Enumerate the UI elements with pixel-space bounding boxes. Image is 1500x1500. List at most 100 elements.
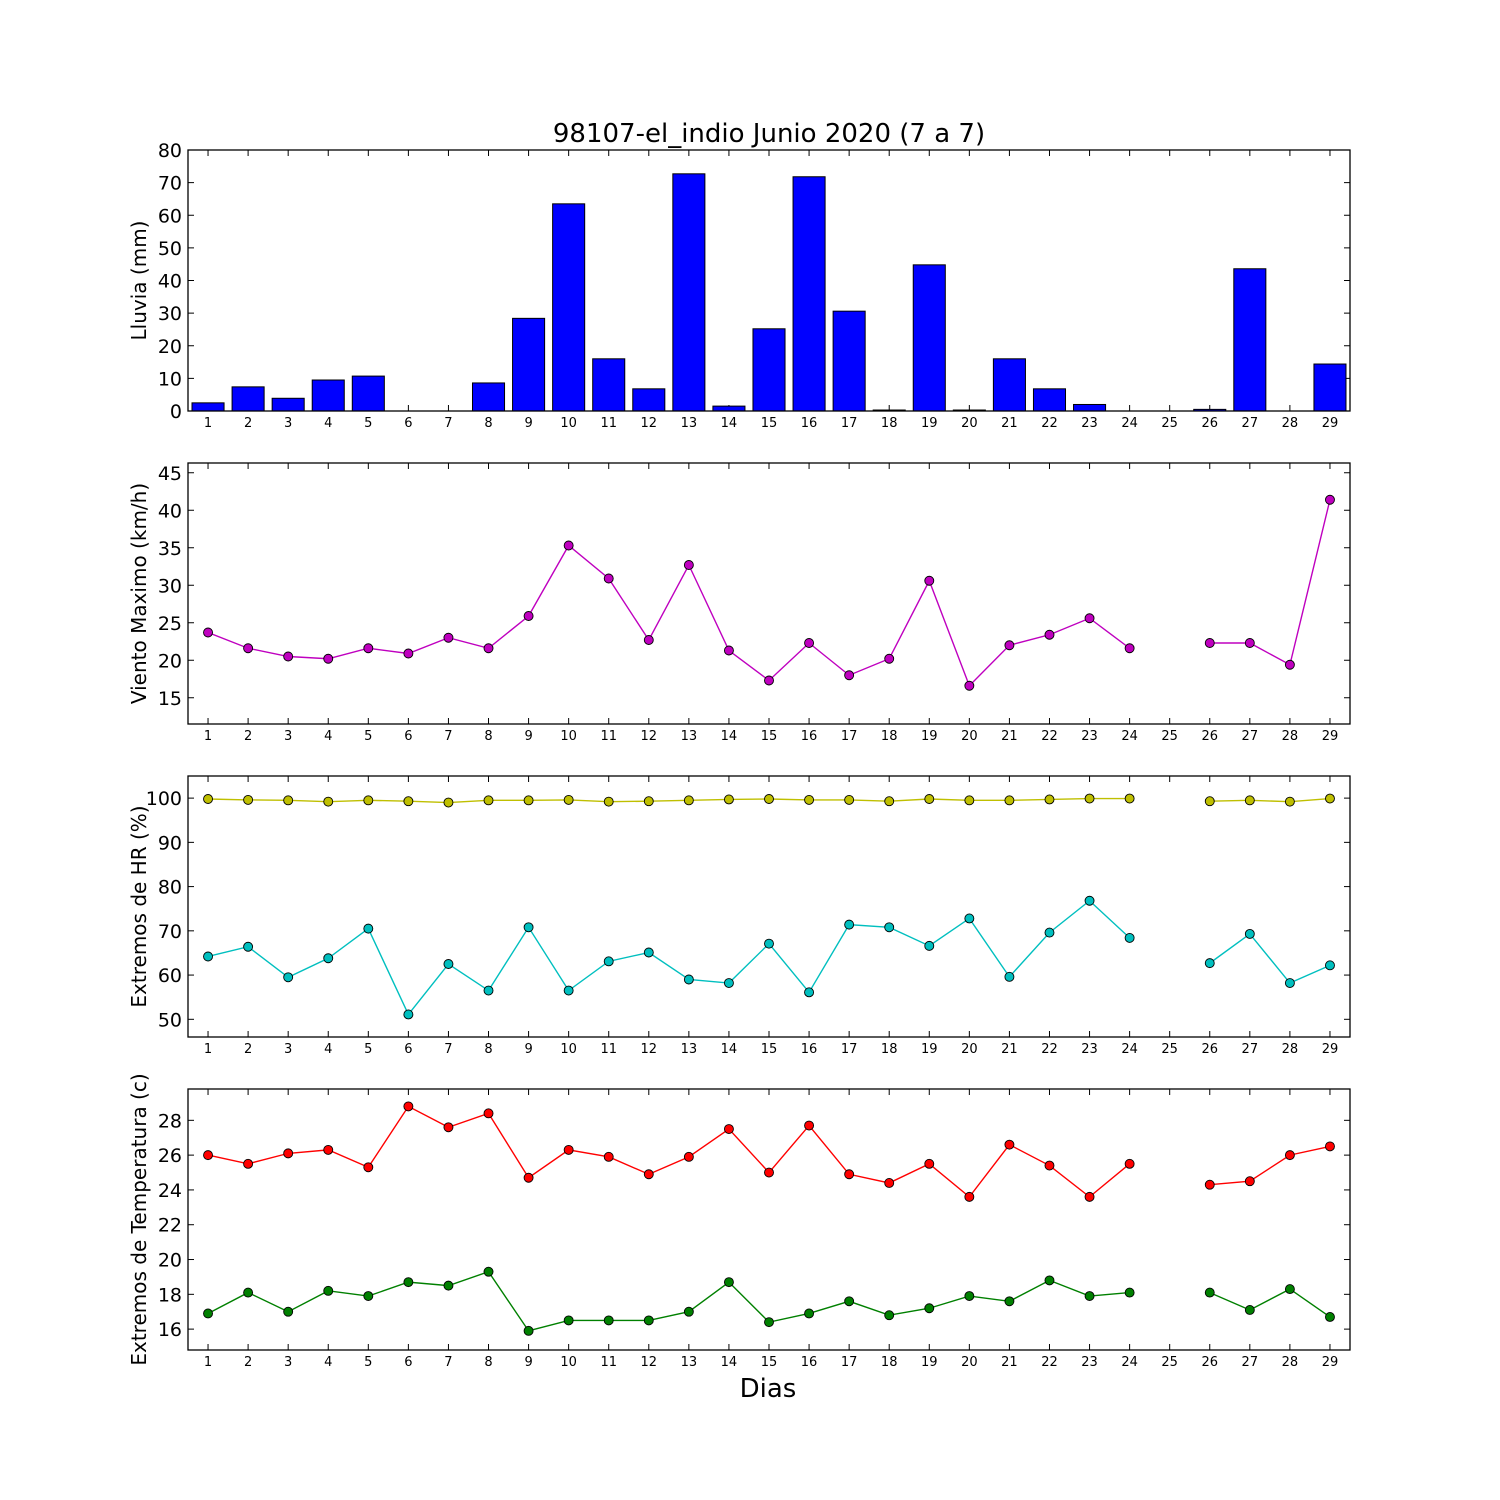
x-tick-label: 29: [1322, 416, 1339, 431]
x-tick-label: 10: [560, 416, 577, 431]
y-tick-label: 70: [158, 921, 182, 943]
data-point: [323, 953, 334, 964]
x-tick-label: 16: [801, 1355, 818, 1370]
data-point: [363, 643, 374, 654]
series-line: [207, 899, 1131, 1016]
data-point: [1004, 1296, 1015, 1307]
x-tick-label: 3: [284, 416, 292, 431]
data-point: [683, 974, 694, 985]
y-tick-label: 0: [170, 401, 182, 423]
x-tick-label: 11: [600, 1042, 617, 1057]
data-point: [603, 956, 614, 967]
y-tick-label: 50: [158, 1009, 182, 1031]
data-point: [884, 922, 895, 933]
data-point: [844, 670, 855, 681]
bar: [672, 173, 706, 412]
data-point: [723, 1124, 734, 1134]
x-tick-label: 22: [1041, 729, 1058, 744]
data-point: [643, 947, 654, 958]
x-tick-label: 16: [801, 416, 818, 431]
data-point: [683, 1306, 694, 1317]
x-tick-label: 1: [204, 1042, 212, 1057]
data-point: [804, 638, 815, 648]
data-point: [1244, 1176, 1255, 1187]
data-point: [243, 794, 254, 805]
x-tick-label: 20: [961, 416, 978, 431]
x-tick-label: 17: [841, 729, 858, 744]
data-point: [804, 794, 815, 805]
data-point: [643, 1169, 654, 1180]
data-point: [1204, 796, 1215, 807]
y-tick-label: 100: [146, 788, 182, 810]
x-tick-label: 14: [721, 416, 738, 431]
x-tick-label: 27: [1242, 729, 1259, 744]
x-tick-label: 6: [404, 1042, 412, 1057]
x-tick-label: 17: [841, 1042, 858, 1057]
x-tick-label: 28: [1282, 729, 1299, 744]
data-point: [1204, 958, 1215, 969]
x-tick-label: 26: [1201, 1355, 1218, 1370]
data-point: [844, 1169, 855, 1180]
x-tick-label: 11: [600, 1355, 617, 1370]
data-point: [764, 675, 774, 686]
x-tick-label: 13: [681, 1042, 698, 1057]
data-point: [243, 941, 254, 952]
data-point: [723, 1277, 734, 1288]
data-point: [804, 987, 815, 998]
x-tick-label: 28: [1282, 1042, 1299, 1057]
x-tick-label: 9: [524, 1355, 532, 1370]
x-tick-label: 5: [364, 1355, 372, 1370]
x-tick-label: 5: [364, 729, 372, 744]
data-point: [884, 653, 895, 664]
data-point: [764, 794, 774, 804]
bar: [992, 358, 1026, 412]
bar: [191, 402, 225, 412]
x-tick-label: 11: [600, 416, 617, 431]
x-tick-label: 1: [204, 729, 212, 744]
x-tick-label: 24: [1121, 416, 1138, 431]
y-tick-label: 40: [158, 271, 182, 293]
data-point: [1004, 1139, 1015, 1150]
x-tick-label: 21: [1001, 1042, 1018, 1057]
bar: [311, 379, 345, 412]
x-tick-label: 12: [641, 1355, 658, 1370]
x-tick-label: 23: [1081, 729, 1098, 744]
data-point: [243, 643, 254, 654]
bar: [512, 317, 546, 412]
data-point: [323, 796, 334, 807]
x-tick-label: 10: [560, 1042, 577, 1057]
y-tick-label: 15: [158, 688, 182, 710]
x-tick-label: 8: [484, 1355, 492, 1370]
x-tick-label: 27: [1242, 1042, 1259, 1057]
data-point: [1044, 1275, 1055, 1286]
x-tick-label: 26: [1201, 1042, 1218, 1057]
data-point: [283, 651, 294, 662]
x-tick-label: 24: [1121, 729, 1138, 744]
data-point: [844, 1296, 855, 1307]
data-point: [483, 1108, 494, 1119]
data-point: [884, 796, 895, 807]
data-point: [363, 923, 374, 934]
data-point: [1244, 1305, 1255, 1315]
data-point: [403, 796, 414, 807]
series-line: [1209, 1145, 1331, 1186]
data-point: [1325, 1141, 1335, 1152]
x-tick-label: 18: [881, 416, 898, 431]
data-point: [683, 560, 694, 570]
plot-frame: [187, 775, 1351, 1038]
data-point: [523, 795, 534, 806]
data-point: [764, 1317, 774, 1328]
bar: [792, 176, 826, 412]
y-tick-label: 28: [158, 1110, 182, 1132]
bar: [1233, 268, 1267, 412]
series-line: [207, 544, 1131, 688]
bar: [1313, 363, 1347, 412]
bar: [1073, 403, 1107, 412]
x-tick-label: 3: [284, 729, 292, 744]
data-point: [723, 645, 734, 656]
x-tick-label: 20: [961, 1042, 978, 1057]
x-tick-label: 14: [721, 1042, 738, 1057]
data-point: [924, 575, 935, 586]
